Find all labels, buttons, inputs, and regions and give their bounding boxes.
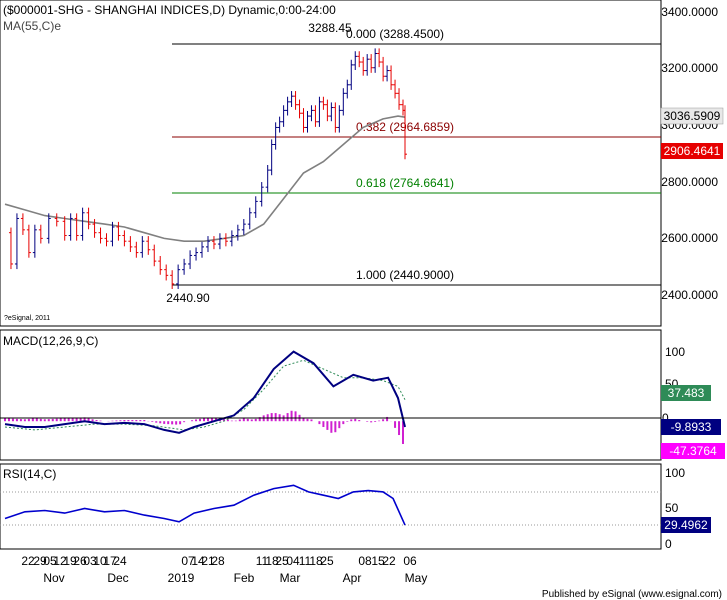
rsi-series: [4, 484, 406, 526]
rsi-value: 29.4962: [664, 518, 708, 532]
x-tick-day: 24: [113, 554, 127, 568]
x-tick-month: 2019: [168, 571, 195, 585]
macd-histogram: [4, 410, 405, 444]
x-tick-day: 22: [382, 554, 396, 568]
x-tick-day: 07: [181, 554, 195, 568]
x-tick-day: 12: [53, 554, 67, 568]
x-tick-day: 25: [320, 554, 334, 568]
low-label: 2440.90: [166, 291, 210, 305]
rsi-panel: RSI(14,C) 100 50 0 29.4962: [0, 463, 711, 551]
rsi-title: RSI(14,C): [3, 467, 56, 481]
x-axis-background: [0, 550, 661, 586]
macd-value: -9.8933: [671, 420, 712, 434]
price-panel-frame: [0, 0, 662, 327]
macd-badge: [661, 419, 721, 435]
histogram-badge: [661, 443, 725, 459]
rsi-badge: [661, 517, 711, 533]
rsi-y-tick: 0: [665, 537, 672, 551]
signal-value: 37.483: [668, 386, 705, 400]
fib-label-1000: 1.000 (2440.9000): [356, 268, 454, 282]
y-tick: 2400.0000: [661, 288, 718, 302]
fib-label-0618: 0.618 (2764.6641): [356, 176, 454, 190]
macd-y-tick: 100: [665, 345, 685, 359]
price-series: [4, 48, 407, 289]
x-tick-day: 05: [43, 554, 57, 568]
x-tick-day: 04: [286, 554, 300, 568]
histogram-value: -47.3764: [669, 444, 717, 458]
price-title: ($000001-SHG - SHANGHAI INDICES,D) Dynam…: [3, 3, 336, 17]
signal-badge: [661, 385, 711, 401]
y-tick: 3400.0000: [661, 5, 718, 19]
last-close-label: 2906.4641: [664, 144, 721, 158]
price-panel: ($000001-SHG - SHANGHAI INDICES,D) Dynam…: [0, 0, 724, 327]
macd-panel-frame: [0, 329, 662, 461]
x-tick-day: 26: [73, 554, 87, 568]
x-tick-day: 29: [33, 554, 47, 568]
esignal-watermark: ?eSignal, 2011: [4, 315, 50, 322]
macd-y-tick: 0: [662, 411, 669, 425]
x-tick-month: Mar: [280, 571, 301, 585]
macd-line: [4, 350, 406, 434]
y-tick: 2800.0000: [661, 175, 718, 189]
x-tick-day: 11: [256, 554, 269, 568]
macd-panel: MACD(12,26,9,C) 100 50 0 37.483 -9.8933 …: [0, 329, 725, 461]
x-tick-day: 15: [371, 554, 385, 568]
fib-label-0: 0.000 (3288.4500): [346, 27, 444, 41]
x-tick-day: 11: [299, 554, 312, 568]
ma-value-badge: [660, 107, 724, 125]
ma-value-label: 3036.5909: [664, 109, 721, 123]
x-tick-day: 08: [358, 554, 372, 568]
x-tick-day: 19: [63, 554, 77, 568]
x-tick-day: 22: [21, 554, 35, 568]
x-tick-day: 17: [103, 554, 117, 568]
x-tick-day: 03: [83, 554, 97, 568]
x-tick-day: 25: [275, 554, 289, 568]
x-tick-month: May: [405, 571, 428, 585]
macd-lines: [4, 350, 406, 434]
x-tick-day: 28: [211, 554, 225, 568]
x-tick-month: Feb: [234, 571, 255, 585]
x-tick-day: 21: [201, 554, 215, 568]
x-tick-day: 18: [265, 554, 279, 568]
x-tick-day: 06: [403, 554, 417, 568]
rsi-line: [4, 484, 406, 526]
rsi-y-tick: 50: [665, 501, 679, 515]
y-tick: 3200.0000: [661, 61, 718, 75]
x-tick-month: Dec: [107, 571, 128, 585]
ma-indicator-label: MA(55,C)e: [3, 19, 61, 33]
macd-title: MACD(12,26,9,C): [3, 334, 98, 348]
x-tick-day: 18: [309, 554, 323, 568]
y-tick: 2600.0000: [661, 231, 718, 245]
x-tick-day: 10: [93, 554, 107, 568]
footer-bar: [0, 586, 727, 600]
last-close-badge: [661, 143, 723, 159]
high-label: 3288.45: [308, 21, 352, 35]
rsi-y-tick: 100: [665, 466, 685, 480]
x-tick-month: Apr: [343, 571, 362, 585]
rsi-panel-frame: [0, 463, 662, 550]
footer-credit: Published by eSignal (www.esignal.com): [542, 589, 722, 600]
x-tick-month: Nov: [43, 571, 64, 585]
fibonacci-levels: 0.000 (3288.4500) 0.382 (2964.6859) 0.61…: [172, 27, 661, 286]
x-tick-day: 14: [191, 554, 205, 568]
